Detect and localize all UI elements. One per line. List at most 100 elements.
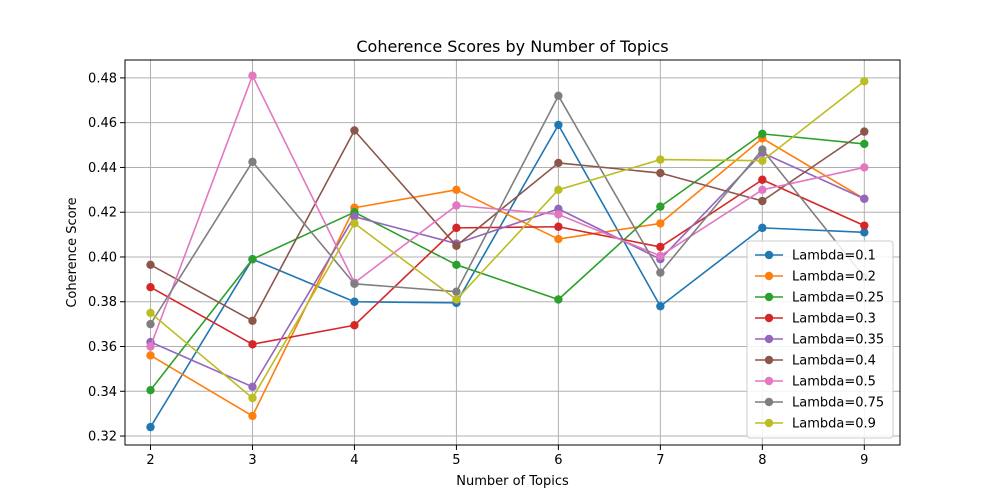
data-point <box>146 351 155 360</box>
data-point <box>860 194 869 203</box>
data-point <box>656 268 665 277</box>
x-tick-label: 9 <box>860 453 868 468</box>
data-point <box>248 382 257 392</box>
series-line <box>150 137 865 417</box>
data-point <box>146 282 155 292</box>
legend-marker <box>764 355 774 365</box>
legend-marker <box>764 334 774 344</box>
data-point <box>146 385 155 395</box>
axis-ticks: 2 3 4 5 6 7 8 9 0.32 0.34 0.36 0.38 0.40 0.42 0.44 0.46… <box>88 71 868 468</box>
y-tick-label: 0.38 <box>88 295 117 310</box>
series-line <box>150 129 865 322</box>
data-point <box>452 185 461 195</box>
legend: Lambda=0.1 Lambda=0.2 Lambda=0.25 Lambda=0.… <box>746 240 894 439</box>
data-point <box>350 212 359 221</box>
legend-marker <box>764 271 774 281</box>
legend-item: Lambda=0.4 <box>755 354 876 369</box>
data-point <box>758 129 767 139</box>
x-axis-title: Number of Topics <box>456 474 569 489</box>
data-point <box>248 71 257 80</box>
data-point <box>860 221 869 230</box>
data-point <box>452 223 461 233</box>
data-point <box>452 287 461 296</box>
data-point <box>146 319 155 329</box>
data-point <box>656 251 665 261</box>
data-point <box>758 156 767 165</box>
series-group <box>146 77 869 403</box>
legend-item: Lambda=0.3 <box>755 312 876 327</box>
series-line <box>149 95 865 325</box>
data-point <box>656 219 665 228</box>
data-point <box>452 241 461 250</box>
legend-label: Lambda=0.4 <box>792 354 876 369</box>
legend-item: Lambda=0.75 <box>755 396 884 411</box>
x-tick-label: 2 <box>146 453 154 468</box>
data-point <box>758 185 767 195</box>
y-tick-label: 0.36 <box>88 340 117 355</box>
x-tick-label: 4 <box>350 453 358 468</box>
legend-marker <box>764 397 774 407</box>
data-point <box>248 411 257 421</box>
data-point <box>554 295 563 304</box>
data-point <box>758 196 767 206</box>
y-tick-label: 0.48 <box>88 71 117 86</box>
data-point <box>554 185 563 195</box>
data-point <box>350 219 359 228</box>
y-tick-label: 0.46 <box>88 116 117 131</box>
series-line <box>149 133 865 391</box>
legend-label: Lambda=0.3 <box>792 312 876 327</box>
data-point <box>860 163 869 172</box>
x-tick-label: 5 <box>452 453 460 468</box>
legend-label: Lambda=0.25 <box>792 291 884 306</box>
legend-label: Lambda=0.75 <box>792 396 884 411</box>
data-point <box>350 279 359 289</box>
data-point <box>248 316 257 325</box>
legend-item: Lambda=0.5 <box>755 375 876 390</box>
data-point <box>146 342 155 351</box>
series-line <box>149 74 865 347</box>
data-point <box>656 168 665 178</box>
data-point <box>656 155 665 164</box>
data-point <box>350 297 359 306</box>
plot-frame <box>124 59 901 446</box>
data-point <box>554 234 563 244</box>
series-line <box>149 80 865 399</box>
legend-marker <box>764 313 774 323</box>
data-point <box>350 126 359 135</box>
data-point <box>554 91 563 101</box>
data-point <box>758 175 767 184</box>
legend-label: Lambda=0.5 <box>792 375 876 390</box>
series-lines <box>146 71 869 432</box>
y-tick-label: 0.32 <box>88 430 117 445</box>
legend-label: Lambda=0.35 <box>792 333 884 348</box>
y-axis-title: Coherence Score <box>65 197 80 307</box>
legend-box <box>746 240 894 439</box>
data-point <box>554 222 563 231</box>
series-group <box>146 175 869 349</box>
legend-item: Lambda=0.35 <box>755 333 884 348</box>
legend-marker <box>764 292 774 302</box>
legend-item: Lambda=0.2 <box>755 270 876 285</box>
legend-label: Lambda=0.1 <box>792 249 876 264</box>
data-point <box>860 228 869 237</box>
series-line <box>150 178 865 346</box>
data-point <box>350 321 359 330</box>
data-point <box>860 127 869 136</box>
data-point <box>146 308 155 318</box>
data-point <box>554 120 563 130</box>
data-point <box>554 158 563 168</box>
legend-marker <box>764 418 774 428</box>
data-point <box>860 77 869 86</box>
chart-title: Coherence Scores by Number of Topics <box>356 37 668 56</box>
data-point <box>656 242 665 252</box>
legend-label: Lambda=0.9 <box>792 417 876 432</box>
data-point <box>758 223 767 233</box>
x-tick-label: 7 <box>656 453 664 468</box>
data-point <box>248 393 257 403</box>
y-tick-label: 0.40 <box>88 250 117 265</box>
legend-label: Lambda=0.2 <box>792 270 876 285</box>
legend-marker <box>764 376 774 386</box>
data-point <box>248 340 257 349</box>
